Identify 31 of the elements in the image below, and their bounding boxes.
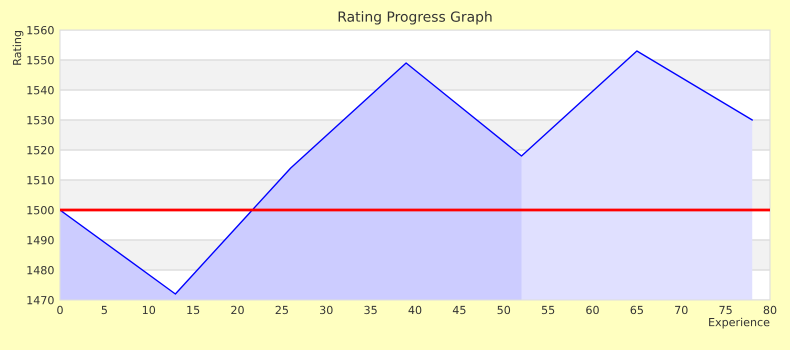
y-tick-label: 1530 bbox=[27, 116, 54, 124]
x-tick-label: 35 bbox=[364, 306, 377, 314]
y-tick-label: 1510 bbox=[27, 176, 54, 184]
y-tick-label: 1540 bbox=[27, 86, 54, 94]
x-tick-label: 5 bbox=[102, 306, 107, 314]
x-tick-label: 25 bbox=[276, 306, 288, 314]
y-tick-label: 1550 bbox=[27, 56, 54, 64]
x-axis-title: Experience bbox=[709, 318, 770, 328]
y-axis-title: Rating bbox=[12, 31, 24, 65]
x-tick-label: 75 bbox=[719, 306, 732, 314]
y-tick-label: 1490 bbox=[27, 236, 54, 244]
y-tick-label: 1520 bbox=[27, 146, 54, 154]
y-tick-label: 1480 bbox=[27, 266, 54, 274]
x-tick-label: 15 bbox=[187, 306, 200, 314]
y-tick-label: 1560 bbox=[27, 26, 54, 34]
line-series bbox=[60, 50, 753, 295]
x-tick-label: 55 bbox=[542, 306, 554, 314]
x-tick-label: 30 bbox=[320, 306, 333, 314]
x-tick-label: 0 bbox=[57, 306, 63, 314]
x-tick-label: 80 bbox=[764, 306, 776, 314]
x-tick-label: 45 bbox=[452, 306, 466, 314]
chart-title: Rating Progress Graph bbox=[338, 11, 492, 25]
y-tick-label: 1500 bbox=[27, 206, 54, 214]
x-tick-label: 20 bbox=[231, 306, 244, 314]
x-tick-label: 60 bbox=[586, 306, 599, 314]
y-tick-label: 1470 bbox=[27, 296, 54, 304]
x-tick-label: 70 bbox=[675, 306, 688, 314]
x-tick-label: 50 bbox=[498, 306, 510, 314]
x-tick-label: 65 bbox=[630, 306, 643, 314]
x-tick-label: 40 bbox=[408, 306, 422, 314]
x-tick-label: 10 bbox=[142, 306, 156, 314]
